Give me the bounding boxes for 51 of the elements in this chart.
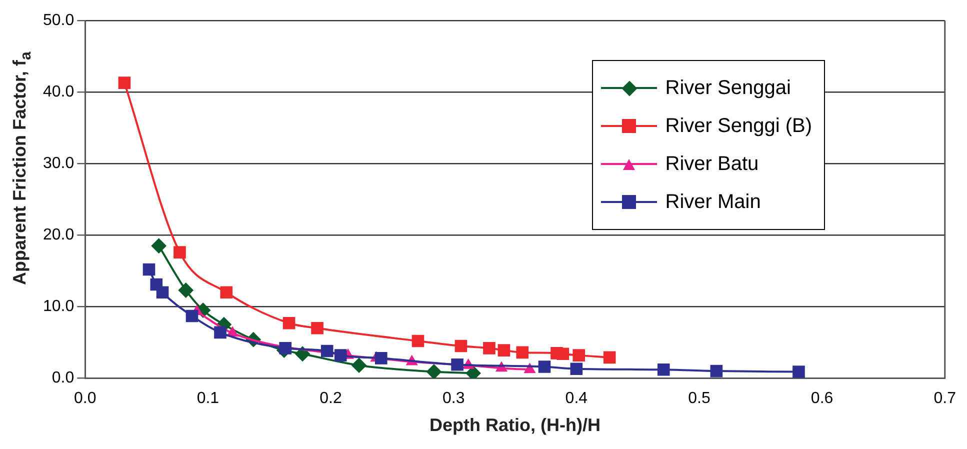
- point: [710, 364, 723, 378]
- point: [311, 322, 324, 334]
- point: [352, 358, 367, 373]
- y-tick-label: 50.0: [43, 12, 74, 30]
- point: [572, 349, 586, 362]
- point: [214, 326, 226, 339]
- point: [538, 360, 551, 373]
- point: [151, 238, 166, 254]
- point: [426, 364, 442, 378]
- y-tick-label: 10.0: [43, 298, 74, 316]
- point: [466, 366, 481, 378]
- point: [186, 310, 198, 322]
- x-tick-label: 0.4: [565, 390, 588, 408]
- y-tick-label: 20.0: [43, 226, 74, 244]
- point: [279, 342, 292, 354]
- x-tick-label: 0.3: [442, 390, 465, 408]
- point: [556, 348, 570, 360]
- legend-label: River Senggai: [665, 76, 791, 100]
- x-tick-label: 0.5: [688, 390, 710, 408]
- point: [334, 349, 347, 362]
- point: [454, 340, 468, 352]
- point: [657, 363, 670, 376]
- x-tick-label: 0.2: [320, 390, 342, 408]
- point: [118, 76, 131, 89]
- y-tick-label: 0.0: [52, 370, 74, 387]
- legend-label: River Main: [665, 190, 761, 214]
- legend-label: River Senggi (B): [665, 114, 812, 138]
- legend-label: River Batu: [665, 152, 759, 176]
- y-tick-label: 40.0: [43, 84, 74, 101]
- point: [320, 344, 334, 358]
- point: [412, 334, 424, 348]
- point: [451, 358, 464, 371]
- point: [220, 286, 233, 299]
- x-tick-label: 0.7: [934, 390, 956, 408]
- point: [792, 366, 805, 378]
- x-axis-title: Depth Ratio, (H-h)/H: [430, 415, 600, 436]
- point: [156, 286, 169, 299]
- x-tick-label: 0.6: [810, 390, 834, 408]
- point: [603, 351, 616, 364]
- point: [142, 263, 156, 276]
- point: [498, 344, 510, 356]
- y-tick-label: 30.0: [43, 155, 74, 172]
- point: [174, 246, 186, 258]
- point: [516, 346, 529, 359]
- point: [483, 342, 496, 354]
- x-tick-label: 0.1: [196, 390, 220, 408]
- point: [178, 282, 194, 298]
- x-tick-label: 0.0: [74, 390, 96, 408]
- point: [282, 316, 296, 330]
- point: [570, 362, 583, 376]
- point: [374, 352, 388, 364]
